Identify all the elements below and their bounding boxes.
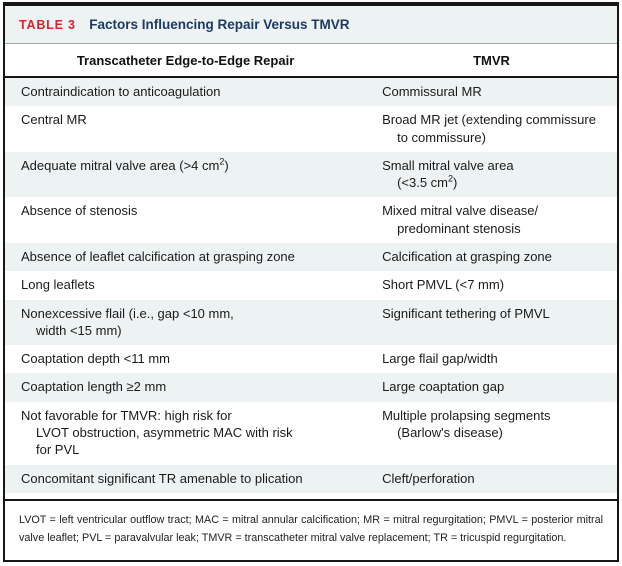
cell-line: Adequate mitral valve area (>4 cm2): [21, 156, 229, 173]
cell-line: Multiple prolapsing segments: [382, 407, 551, 423]
table-row: Coaptation depth <11 mm Large flail gap/w…: [5, 345, 617, 374]
cell-line: Concomitant significant TR amenable to p…: [21, 470, 303, 486]
repair-cell: Absence of stenosis: [5, 202, 366, 237]
cell-line: predominant stenosis: [397, 220, 521, 236]
cell-line: Cleft/perforation: [382, 470, 475, 486]
tmvr-cell: Calcification at grasping zone: [366, 248, 617, 265]
cell-line: Not favorable for TMVR: high risk for: [21, 407, 232, 423]
cell-line: Coaptation length ≥2 mm: [21, 379, 167, 395]
table-footnote: LVOT = left ventricular outflow tract; M…: [5, 499, 617, 560]
tmvr-cell: Multiple prolapsing segments (Barlow's di…: [366, 407, 617, 459]
tmvr-cell: Commissural MR: [366, 83, 617, 100]
cell-line: Large coaptation gap: [382, 379, 505, 395]
table-row: Not favorable for TMVR: high risk for LVO…: [5, 401, 617, 465]
cell-line: Absence of stenosis: [21, 203, 138, 219]
tmvr-cell: Cleft/perforation: [366, 470, 617, 487]
table-row: Nonexcessive flail (i.e., gap <10 mm, wid…: [5, 299, 617, 346]
repair-cell: Absence of leaflet calcification at gras…: [5, 248, 366, 265]
column-header-repair: Transcatheter Edge-to-Edge Repair: [76, 53, 295, 68]
table-row: Coaptation length ≥2 mm Large coaptation …: [5, 373, 617, 402]
cell-line: Contraindication to anticoagulation: [21, 84, 221, 99]
tmvr-cell: Significant tethering of PMVL: [366, 305, 617, 340]
cell-line: (Barlow's disease): [397, 424, 503, 440]
cell-line: Coaptation depth <11 mm: [21, 351, 170, 367]
tmvr-cell: Broad MR jet (extending commissure to com…: [366, 111, 617, 146]
table-3-card: TABLE 3 Factors Influencing Repair Versu…: [3, 2, 619, 562]
cell-line: Central MR: [21, 112, 87, 128]
repair-cell: Concomitant significant TR amenable to p…: [5, 470, 366, 487]
column-header-tmvr: TMVR: [473, 53, 510, 68]
table-label: TABLE 3: [19, 18, 76, 32]
cell-line: for PVL: [36, 442, 80, 458]
table-title-band: TABLE 3 Factors Influencing Repair Versu…: [5, 6, 617, 44]
cell-line: Absence of leaflet calcification at gras…: [21, 248, 295, 264]
cell-line: Broad MR jet (extending commissure: [382, 112, 596, 128]
table-row: Long leaflets Short PMVL (<7 mm): [5, 271, 617, 300]
table-row: Contraindication to anticoagulation Commi…: [5, 78, 617, 107]
cell-line: Short PMVL (<7 mm): [382, 277, 505, 293]
repair-cell: Coaptation length ≥2 mm: [5, 378, 366, 395]
table-title: Factors Influencing Repair Versus TMVR: [89, 17, 350, 32]
repair-cell: Adequate mitral valve area (>4 cm2): [5, 157, 366, 192]
cell-line: to commissure): [397, 129, 486, 145]
cell-line: Long leaflets: [21, 277, 95, 293]
tmvr-cell: Large flail gap/width: [366, 350, 617, 367]
cell-line: Mixed mitral valve disease/: [382, 203, 539, 219]
repair-cell: Contraindication to anticoagulation: [5, 83, 366, 100]
table-row: Absence of stenosis Mixed mitral valve di…: [5, 197, 617, 243]
table-row: Central MR Broad MR jet (extending commis…: [5, 106, 617, 152]
repair-cell: Long leaflets: [5, 276, 366, 293]
repair-cell: Not favorable for TMVR: high risk for LVO…: [5, 407, 366, 459]
cell-line: Calcification at grasping zone: [382, 248, 552, 264]
repair-cell: Coaptation depth <11 mm: [5, 350, 366, 367]
cell-line: Large flail gap/width: [382, 351, 498, 367]
cell-line: Commissural MR: [382, 84, 482, 99]
table-row: Concomitant significant TR amenable to p…: [5, 464, 617, 493]
table-body: Contraindication to anticoagulation Commi…: [5, 78, 617, 493]
cell-line: LVOT obstruction, asymmetric MAC with ri…: [36, 424, 293, 440]
repair-cell: Nonexcessive flail (i.e., gap <10 mm, wid…: [5, 305, 366, 340]
tmvr-cell: Short PMVL (<7 mm): [366, 276, 617, 293]
table-row: Adequate mitral valve area (>4 cm2) Small…: [5, 151, 617, 198]
cell-line: Nonexcessive flail (i.e., gap <10 mm,: [21, 305, 234, 321]
cell-line: Significant tethering of PMVL: [382, 305, 550, 321]
column-header-row: Transcatheter Edge-to-Edge Repair TMVR: [5, 44, 617, 78]
repair-cell: Central MR: [5, 111, 366, 146]
tmvr-cell: Mixed mitral valve disease/predominant s…: [366, 202, 617, 237]
table-row: Absence of leaflet calcification at gras…: [5, 242, 617, 272]
cell-line: width <15 mm): [36, 322, 122, 338]
tmvr-cell: Large coaptation gap: [366, 378, 617, 395]
cell-line: Small mitral valve area: [382, 157, 514, 173]
tmvr-cell: Small mitral valve area (<3.5 cm2): [366, 157, 617, 192]
cell-line: (<3.5 cm2): [397, 173, 458, 191]
